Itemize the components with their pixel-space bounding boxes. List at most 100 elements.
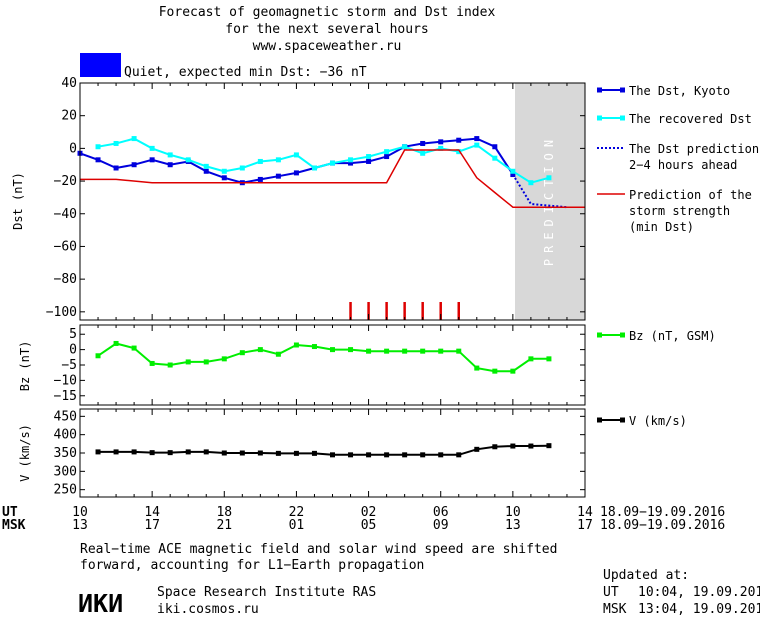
legend-label: The Dst prediction [629,142,759,156]
legend-label: 2−4 hours ahead [629,158,737,172]
data-point [185,359,191,365]
dst-ylabel: Dst (nT) [11,172,25,230]
legend-marker [620,417,625,423]
data-point [348,160,354,166]
ut-tick-label: 10 [72,505,88,520]
data-point [311,450,317,456]
data-point [203,359,209,365]
data-point [528,443,534,449]
msk-label: MSK [2,518,26,533]
data-point [420,348,426,354]
data-point [330,347,335,353]
data-point [131,345,137,351]
legend-marker [620,332,625,338]
data-point [546,356,552,362]
title-line-3[interactable]: www.spaceweather.ru [253,39,402,54]
data-point [257,158,263,164]
msk-tick-label: 21 [216,518,232,533]
data-point [239,165,245,171]
legend-marker [597,115,602,121]
msk-tick-label: 09 [433,518,449,533]
ytick-label: −60 [54,239,77,254]
data-point [95,449,101,455]
data-point [402,144,408,150]
data-point [167,450,173,456]
title-line-2: for the next several hours [225,22,429,37]
ytick-label: 0 [69,141,77,156]
data-point [185,449,191,455]
data-point [113,140,119,146]
ut-tick-label: 06 [433,505,449,520]
data-point [348,452,354,458]
data-point [293,450,299,456]
data-point [95,157,101,163]
ut-tick-label: 10 [505,505,521,520]
updated-msk-value: 13:04, 19.09.2016 [638,602,760,617]
data-point [366,348,372,354]
data-point [492,368,498,374]
ut-tick-label: 14 [144,505,160,520]
data-point [257,176,263,182]
ytick-label: 250 [54,483,77,498]
legend-marker [597,87,602,93]
ytick-label: 450 [54,409,77,424]
ytick-label: 5 [69,327,77,342]
data-point [420,452,426,458]
data-point [275,173,281,179]
msk-tick-label: 01 [289,518,305,533]
iki-logo: ИКИ [78,589,123,618]
ut-tick-label: 22 [289,505,305,520]
data-point [456,137,462,143]
ytick-label: 350 [54,446,77,461]
data-point [348,157,354,163]
bz-ylabel: Bz (nT) [18,341,32,392]
legend-label: Bz (nT, GSM) [629,329,716,343]
msk-tick-label: 17 [144,518,160,533]
series-line [97,137,550,184]
ut-date-range: 18.09−19.09.2016 [600,505,725,520]
data-point [366,452,372,458]
data-point [203,168,209,174]
data-point [474,365,480,371]
data-point [510,168,516,174]
ytick-label: −5 [61,358,77,373]
series-line [97,342,549,373]
prediction-zone [515,83,585,320]
v-panel: 450 400 350 300 250 V (km/s) [18,408,586,498]
ytick-label: 20 [61,109,77,124]
data-point [275,351,281,357]
data-point [510,368,516,374]
data-point [167,162,173,168]
ytick-label: −15 [54,389,77,404]
updated-ut-label: UT [603,585,619,600]
institute-url[interactable]: iki.cosmos.ru [157,602,259,617]
ut-label: UT [2,505,18,520]
data-point [221,175,227,181]
legend-label: The Dst, Kyoto [629,84,730,98]
data-point [203,163,209,169]
data-point [456,149,462,155]
data-point [149,360,155,366]
legend-label: The recovered Dst [629,112,752,126]
data-point [149,145,155,151]
ytick-label: 300 [54,464,77,479]
data-point [420,140,426,146]
updated-msk-label: MSK [603,602,627,617]
data-point [257,347,263,353]
v-ylabel: V (km/s) [18,424,32,482]
data-point [275,157,281,163]
updated-ut-value: 10:04, 19.09.2016 [638,585,760,600]
ytick-label: −100 [46,305,77,320]
data-point [366,154,372,160]
ytick-label: 0 [69,343,77,358]
data-point [293,342,299,348]
data-point [167,152,173,158]
data-point [510,443,516,449]
msk-tick-label: 13 [505,518,521,533]
ut-tick-label: 18 [216,505,232,520]
data-point [546,443,552,449]
ut-tick-label: 02 [361,505,377,520]
